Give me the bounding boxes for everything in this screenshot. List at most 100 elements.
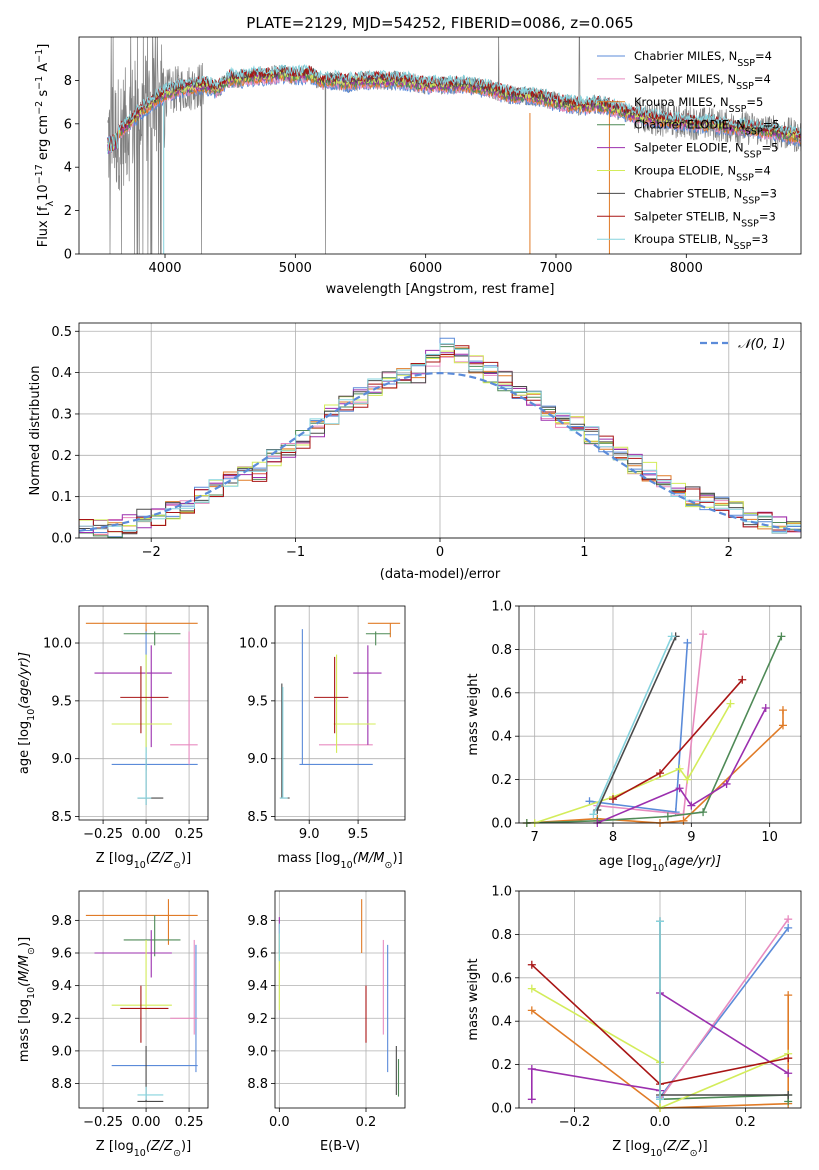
spectrum-y-axis-label: Flux [fλ10−17 erg cm−2 s−1 A−1] <box>34 44 56 248</box>
y-tick-label: 2 <box>64 204 72 219</box>
weight-marker-kroupa-elodie <box>675 764 684 773</box>
weight-marker-kroupa-miles <box>784 991 793 1000</box>
y-tick-label: 9.4 <box>51 979 72 994</box>
weight-marker-salpeter-stelib <box>656 769 664 778</box>
age-vs-Z-x-axis-label: Z [log10(Z/Z⊙)] <box>96 851 191 871</box>
weight-line-salpeter-miles <box>659 918 789 1100</box>
residual-histogram-salpeter-stelib <box>79 345 801 538</box>
x-tick-label: 0.0 <box>650 1115 671 1130</box>
spectrum-panel: 4000 5000 6000 7000 8000 0 2 4 6 8 PLATE=2129, MJD… <box>34 14 802 297</box>
weight-vs-age-panel: 7 8 9 10 0.0 0.2 0.4 0.6 0.8 1.0 age [log10(age/yr… <box>466 600 802 874</box>
residuals-plot-area <box>79 337 801 538</box>
y-tick-label: 8.8 <box>51 1077 72 1092</box>
mass-vs-metallicity-panel: −0.25 0.00 0.25 8.8 9.0 9.2 9.4 9.6 9.8 Z [log10(… <box>17 890 209 1159</box>
y-tick-label: 0.8 <box>491 643 512 658</box>
weight-line-chabrier-elodie <box>526 636 783 824</box>
axes-frame <box>274 605 406 821</box>
weight-marker-salpeter-miles <box>699 630 708 639</box>
legend-label-chabrier-miles: Chabrier MILES, NSSP=4 <box>634 49 772 69</box>
x-tick-label: 9.5 <box>348 827 369 842</box>
x-tick-label: 10 <box>761 830 778 845</box>
residuals-panel: −2 −1 0 1 2 0.0 0.1 0.2 0.3 0.4 0.5 (data-model)/er… <box>28 322 802 582</box>
x-tick-label: 6000 <box>409 261 442 276</box>
y-tick-label: 9.5 <box>247 694 268 709</box>
age-vs-metallicity-panel: −0.25 0.00 0.25 8.5 9.0 9.5 10.0 Z [log10(Z/Z⊙)… <box>17 605 209 871</box>
y-tick-label: 8.5 <box>51 810 72 825</box>
legend-label-kroupa-elodie: Kroupa ELODIE, NSSP=4 <box>634 164 771 184</box>
weight-line-kroupa-elodie <box>534 703 732 824</box>
x-tick-label: 0.25 <box>175 1115 204 1130</box>
weight-marker-salpeter-elodie <box>675 784 684 793</box>
y-tick-label: 0 <box>64 248 72 263</box>
x-tick-label: 0.2 <box>356 1115 377 1130</box>
weight-marker-kroupa-elodie <box>683 775 692 784</box>
legend-label-chabrier-elodie: Chabrier ELODIE, NSSP=5 <box>634 118 780 138</box>
y-tick-label: 9.8 <box>247 914 268 929</box>
x-tick-label: 7 <box>531 830 539 845</box>
x-tick-label: 0.00 <box>132 827 161 842</box>
age-vs-mass-panel: 9.0 9.5 8.5 9.0 9.5 10.0 mass [log10(M/M⊙)] <box>239 605 406 871</box>
legend-label-kroupa-stelib: Kroupa STELIB, NSSP=3 <box>634 232 768 252</box>
weight-marker-chabrier-elodie <box>777 632 786 641</box>
age-vs-Z-y-axis-label: age [log10(age/yr)] <box>17 652 37 774</box>
y-tick-label: 0.2 <box>491 1058 512 1073</box>
y-tick-label: 0.4 <box>491 1015 512 1030</box>
weight-marker-salpeter-stelib <box>738 675 747 684</box>
axes-frame <box>274 890 406 1109</box>
weight-marker-kroupa-stelib <box>667 632 676 641</box>
residual-histogram-kroupa-stelib <box>79 343 801 538</box>
x-tick-label: 2 <box>725 545 733 560</box>
y-tick-label: 1.0 <box>491 885 512 900</box>
weight-marker-kroupa-miles <box>527 1006 536 1015</box>
weight-marker-kroupa-elodie <box>527 984 536 993</box>
y-tick-label: 0.3 <box>51 407 72 422</box>
mass-vs-ebv-panel: 0.0 0.2 8.8 9.0 9.2 9.4 9.6 9.8 E(B-V) <box>247 890 406 1154</box>
weight-vs-Z-y-axis-label: mass weight <box>466 958 481 1040</box>
weight-vs-metallicity-panel: −0.2 0.0 0.2 0.0 0.2 0.4 0.6 0.8 1.0 Z [log10(Z/Z… <box>466 885 802 1159</box>
spectrum-x-axis-label: wavelength [Angstrom, rest frame] <box>326 282 555 297</box>
y-tick-label: 10.0 <box>239 637 268 652</box>
x-tick-label: −0.25 <box>83 827 123 842</box>
legend-label-salpeter-miles: Salpeter MILES, NSSP=4 <box>634 72 771 92</box>
x-tick-label: −2 <box>142 545 161 560</box>
x-tick-label: 5000 <box>279 261 312 276</box>
y-tick-label: 9.0 <box>51 752 72 767</box>
weight-line-kroupa-miles <box>526 710 784 824</box>
x-tick-label: 7000 <box>539 261 572 276</box>
y-tick-label: 0.5 <box>51 325 72 340</box>
weight-marker-salpeter-stelib <box>609 795 617 804</box>
weight-marker-chabrier-elodie <box>663 812 672 821</box>
x-tick-label: 0 <box>436 545 444 560</box>
weight-line-chabrier-stelib <box>596 636 677 811</box>
y-tick-label: 0.0 <box>51 532 72 547</box>
weight-marker-salpeter-elodie <box>784 1069 793 1078</box>
weight-vs-Z-x-axis-label: Z [log10(Z/Z⊙)] <box>612 1139 707 1159</box>
x-tick-label: −0.2 <box>559 1115 591 1130</box>
x-tick-label: 8 <box>609 830 617 845</box>
axes-frame <box>518 605 802 824</box>
y-tick-label: 8 <box>64 74 72 89</box>
weight-marker-chabrier-miles <box>683 638 692 647</box>
weight-marker-kroupa-elodie <box>726 699 735 708</box>
weight-marker-chabrier-stelib <box>784 1090 793 1099</box>
x-tick-label: 0.0 <box>269 1115 290 1130</box>
y-tick-label: 9.2 <box>51 1012 72 1027</box>
weight-marker-salpeter-stelib <box>784 1054 793 1063</box>
weight-marker-salpeter-elodie <box>761 703 770 712</box>
x-tick-label: 9.0 <box>299 827 320 842</box>
y-tick-label: 0.6 <box>491 686 512 701</box>
weight-line-kroupa-stelib <box>592 636 673 815</box>
weight-vs-age-y-axis-label: mass weight <box>466 673 481 755</box>
weight-vs-age-x-axis-label: age [log10(age/yr)] <box>599 854 721 874</box>
y-tick-label: 0.4 <box>491 730 512 745</box>
model-fit-line-kroupa-stelib <box>107 63 801 154</box>
y-tick-label: 8.5 <box>247 810 268 825</box>
y-tick-label: 10.0 <box>43 637 72 652</box>
weight-marker-chabrier-miles <box>784 923 793 932</box>
y-tick-label: 0.4 <box>51 366 72 381</box>
x-tick-label: 0.00 <box>132 1115 161 1130</box>
x-tick-label: 1 <box>580 545 588 560</box>
mass-vs-Z-y-axis-label: mass [log10(M/M⊙)] <box>17 937 37 1062</box>
weight-marker-salpeter-elodie <box>722 779 731 788</box>
